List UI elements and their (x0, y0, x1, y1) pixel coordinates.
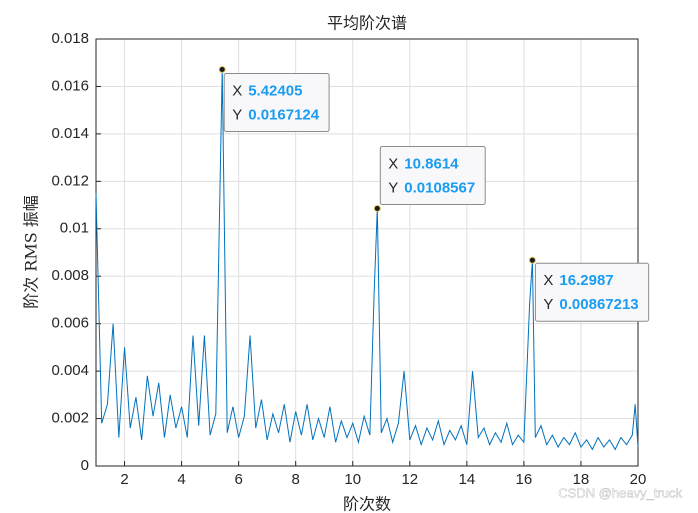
datatip-box (379, 145, 486, 205)
datatip-x-value: 10.8614 (404, 155, 459, 172)
y-tick-label: 0.016 (51, 77, 89, 94)
y-tick-label: 0.008 (51, 267, 89, 284)
y-tick-label: 0.012 (51, 172, 89, 189)
datatip-marker (373, 204, 381, 212)
datatip-x-label: X (388, 155, 398, 172)
datatip: X 10.8614 Y 0.0108567 (373, 145, 486, 212)
datatip-x-label: X (543, 272, 553, 289)
y-tick-label: 0.002 (51, 410, 89, 427)
y-tick-label: 0.014 (51, 125, 89, 142)
datatip-x-value: 16.2987 (559, 272, 613, 289)
x-tick-label: 6 (234, 471, 242, 488)
x-tick-label: 2 (120, 471, 128, 488)
plot-area (96, 39, 638, 466)
y-axis-label: 阶次 RMS 振幅 (22, 195, 41, 309)
x-tick-label: 12 (401, 471, 418, 488)
x-tick-label: 14 (458, 471, 475, 488)
x-axis-label: 阶次数 (343, 495, 391, 513)
datatip: X 5.42405 Y 0.0167124 (218, 66, 330, 133)
datatip-box (223, 73, 330, 133)
watermark: CSDN @heavy_truck (558, 485, 682, 500)
axes-box (95, 38, 639, 467)
x-tick-label: 18 (573, 471, 590, 488)
datatip-y-label: Y (543, 296, 553, 313)
y-tick-label: 0.018 (51, 30, 89, 47)
datatip-y-label: Y (388, 179, 398, 196)
datatip-x-value: 5.42405 (248, 83, 302, 100)
x-tick-label: 16 (516, 471, 533, 488)
x-tick-label: 10 (344, 471, 361, 488)
y-tick-label: 0.01 (60, 220, 89, 237)
data-line (95, 69, 639, 451)
datatip-x-label: X (232, 83, 242, 100)
x-tick-label: 4 (177, 471, 185, 488)
datatip: X 16.2987 Y 0.00867213 (528, 256, 650, 322)
datatip-y-value: 0.0167124 (248, 107, 320, 124)
y-tick-label: 0 (81, 457, 89, 474)
y-tick-label: 0.004 (51, 362, 89, 379)
datatip-y-value: 0.0108567 (404, 179, 475, 196)
x-tick-label: 20 (630, 471, 647, 488)
datatip-box (534, 262, 650, 322)
datatip-y-value: 0.00867213 (559, 296, 638, 313)
datatip-y-label: Y (232, 107, 242, 124)
datatip-marker (528, 256, 536, 264)
datatip-marker (218, 66, 226, 74)
x-tick-label: 8 (292, 471, 300, 488)
chart-title: 平均阶次谱 (327, 14, 407, 33)
y-tick-label: 0.006 (51, 315, 89, 332)
